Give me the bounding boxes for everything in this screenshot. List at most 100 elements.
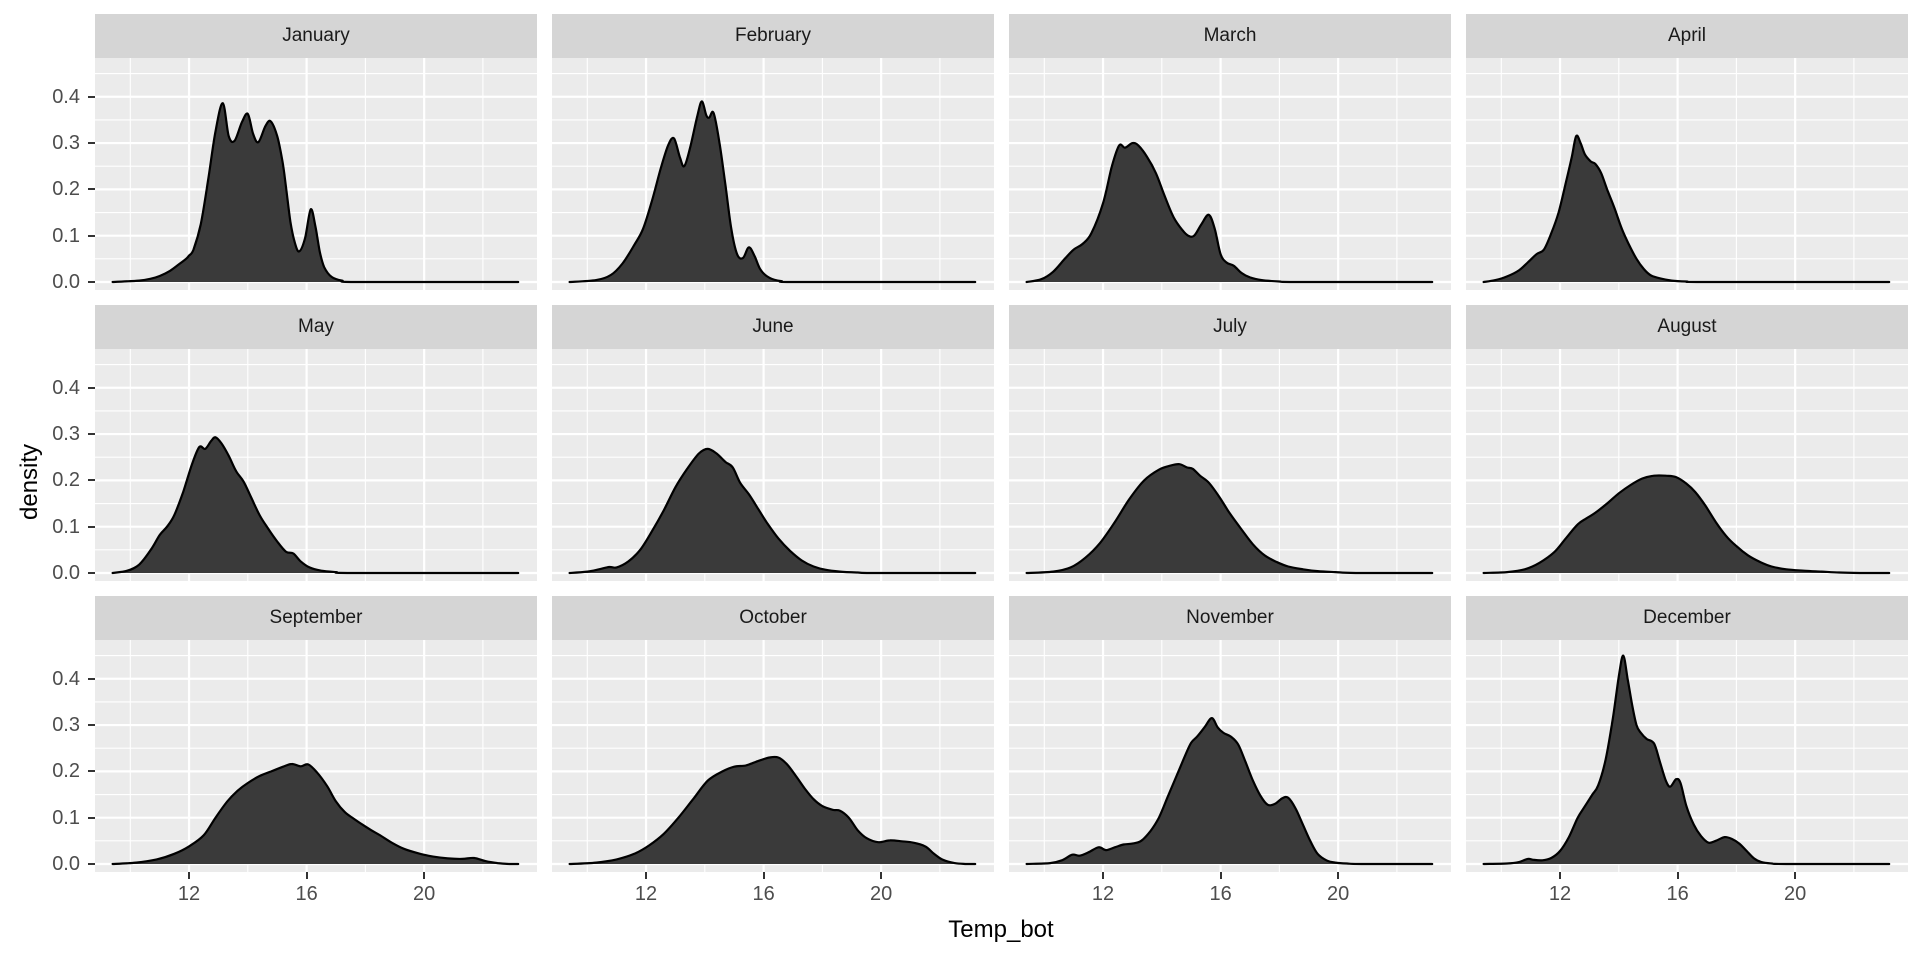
y-tick-mark bbox=[88, 234, 95, 237]
density-curve bbox=[568, 755, 977, 866]
x-tick-mark bbox=[762, 872, 765, 879]
density-curve bbox=[1482, 474, 1891, 575]
facet-strip: May bbox=[95, 305, 537, 349]
density-curve bbox=[111, 762, 520, 866]
facet-strip-label: October bbox=[739, 607, 807, 628]
x-tick-label: 16 bbox=[752, 883, 775, 905]
facet-strip: April bbox=[1466, 14, 1908, 58]
density-curve bbox=[568, 447, 977, 575]
y-tick-label: 0.2 bbox=[52, 760, 80, 783]
facet-strip-label: January bbox=[282, 25, 350, 46]
x-tick-mark bbox=[645, 872, 648, 879]
x-tick-mark bbox=[1794, 872, 1797, 879]
facet-panel bbox=[95, 58, 537, 290]
x-tick-label: 20 bbox=[1327, 883, 1350, 905]
facet-strip-label: May bbox=[298, 316, 334, 337]
facet-strip: November bbox=[1009, 596, 1451, 640]
y-tick-mark bbox=[88, 770, 95, 773]
facet-strip: July bbox=[1009, 305, 1451, 349]
facet-strip-label: March bbox=[1203, 25, 1257, 46]
y-tick-mark bbox=[88, 724, 95, 727]
x-tick-mark bbox=[1337, 872, 1340, 879]
y-tick-mark bbox=[88, 280, 95, 283]
facet-strip: June bbox=[552, 305, 994, 349]
facet-panel bbox=[552, 58, 994, 290]
facet-strip: August bbox=[1466, 305, 1908, 349]
facet-panel bbox=[552, 349, 994, 581]
facet-strip-label: December bbox=[1643, 607, 1731, 628]
y-tick-label: 0.1 bbox=[52, 806, 80, 829]
x-tick-mark bbox=[1559, 872, 1562, 879]
facet-strip: September bbox=[95, 596, 537, 640]
density-curve bbox=[1482, 654, 1891, 866]
y-tick-label: 0.1 bbox=[52, 515, 80, 538]
y-tick-mark bbox=[88, 433, 95, 436]
density-curve bbox=[1482, 134, 1891, 284]
x-tick-label: 20 bbox=[870, 883, 893, 905]
y-tick-label: 0.3 bbox=[52, 714, 80, 737]
density-curve bbox=[1025, 463, 1434, 575]
x-tick-label: 16 bbox=[1209, 883, 1232, 905]
facet-panel bbox=[95, 349, 537, 581]
y-tick-label: 0.2 bbox=[52, 469, 80, 492]
x-tick-label: 20 bbox=[413, 883, 436, 905]
density-curve bbox=[111, 102, 520, 284]
y-tick-mark bbox=[88, 95, 95, 98]
y-tick-mark bbox=[88, 188, 95, 191]
y-tick-label: 0.2 bbox=[52, 178, 80, 201]
x-tick-mark bbox=[423, 872, 426, 879]
facet-panel bbox=[1009, 640, 1451, 872]
y-tick-mark bbox=[88, 862, 95, 865]
facet-strip: February bbox=[552, 14, 994, 58]
y-tick-label: 0.0 bbox=[52, 852, 80, 875]
y-tick-label: 0.4 bbox=[52, 667, 80, 690]
y-tick-label: 0.1 bbox=[52, 224, 80, 247]
x-tick-label: 20 bbox=[1784, 883, 1807, 905]
x-tick-mark bbox=[1676, 872, 1679, 879]
facet-strip-label: June bbox=[752, 316, 794, 337]
facet-strip-label: July bbox=[1213, 316, 1247, 337]
y-tick-label: 0.0 bbox=[52, 270, 80, 293]
facet-panel bbox=[552, 640, 994, 872]
y-tick-mark bbox=[88, 479, 95, 482]
facet-panel bbox=[1466, 640, 1908, 872]
x-tick-label: 12 bbox=[1091, 883, 1115, 905]
facet-strip: October bbox=[552, 596, 994, 640]
x-tick-label: 16 bbox=[1666, 883, 1689, 905]
density-curve bbox=[111, 436, 520, 575]
y-tick-label: 0.3 bbox=[52, 423, 80, 446]
facet-panel bbox=[1009, 58, 1451, 290]
density-curve bbox=[1025, 141, 1434, 284]
y-tick-mark bbox=[88, 677, 95, 680]
facet-strip-label: August bbox=[1657, 316, 1717, 337]
x-tick-label: 12 bbox=[177, 883, 201, 905]
facet-strip: December bbox=[1466, 596, 1908, 640]
x-tick-mark bbox=[880, 872, 883, 879]
y-tick-mark bbox=[88, 571, 95, 574]
y-tick-label: 0.3 bbox=[52, 132, 80, 155]
y-tick-mark bbox=[88, 525, 95, 528]
density-curve bbox=[568, 100, 977, 284]
y-tick-label: 0.4 bbox=[52, 376, 80, 399]
facet-panel bbox=[1466, 58, 1908, 290]
facet-strip: January bbox=[95, 14, 537, 58]
y-tick-mark bbox=[88, 386, 95, 389]
facet-panel bbox=[95, 640, 537, 872]
facet-strip-label: February bbox=[734, 25, 812, 46]
density-curve bbox=[1025, 717, 1434, 866]
facet-strip-label: November bbox=[1186, 607, 1274, 628]
x-tick-mark bbox=[305, 872, 308, 879]
x-tick-label: 12 bbox=[634, 883, 658, 905]
x-tick-mark bbox=[188, 872, 191, 879]
facet-strip-label: September bbox=[269, 607, 363, 628]
x-axis-title: Temp_bot bbox=[948, 916, 1054, 943]
y-tick-label: 0.0 bbox=[52, 561, 80, 584]
y-tick-mark bbox=[88, 142, 95, 145]
x-tick-mark bbox=[1102, 872, 1105, 879]
facet-strip-label: April bbox=[1667, 25, 1706, 46]
x-tick-mark bbox=[1219, 872, 1222, 879]
facet-strip: March bbox=[1009, 14, 1451, 58]
x-tick-label: 16 bbox=[295, 883, 318, 905]
facet-panel bbox=[1009, 349, 1451, 581]
